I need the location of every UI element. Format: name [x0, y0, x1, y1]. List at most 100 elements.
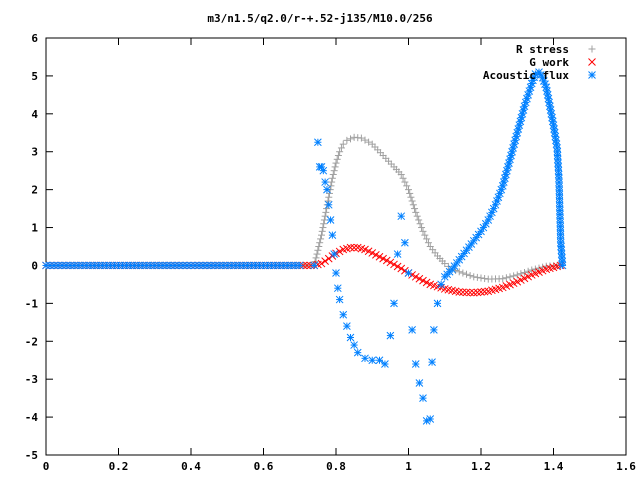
data-point: [319, 166, 328, 175]
data-point: [408, 326, 416, 334]
series-acoustic-flux: [42, 68, 567, 425]
data-point: [513, 271, 521, 279]
data-point: [372, 250, 380, 259]
data-point: [375, 252, 384, 261]
data-point: [330, 250, 339, 258]
data-point: [469, 288, 478, 297]
data-point: [365, 138, 373, 146]
y-tick-label: -1: [25, 297, 39, 310]
data-point: [315, 243, 323, 250]
y-tick-label: 2: [31, 184, 38, 197]
data-point: [332, 159, 340, 167]
y-tick-label: 3: [31, 146, 38, 159]
data-point: [463, 270, 470, 278]
data-point: [379, 254, 387, 263]
data-point: [324, 200, 333, 209]
data-point: [324, 254, 333, 263]
data-point: [343, 322, 351, 330]
x-tick-label: 1.4: [544, 460, 564, 473]
y-tick-label: -5: [25, 449, 38, 462]
data-point: [343, 136, 351, 144]
data-point: [313, 250, 321, 258]
data-point: [499, 275, 507, 283]
data-point: [480, 287, 489, 296]
y-tick-label: -3: [25, 373, 38, 386]
data-point: [397, 170, 405, 178]
data-point: [415, 216, 423, 224]
data-point: [409, 201, 417, 209]
data-point: [319, 224, 327, 232]
y-tick-label: 5: [31, 70, 38, 83]
y-tick-label: 1: [31, 222, 38, 235]
data-point: [415, 379, 424, 387]
data-point: [382, 256, 391, 265]
data-point: [399, 174, 407, 182]
series-g-work: [42, 243, 565, 297]
data-point: [411, 360, 420, 368]
data-point: [419, 276, 427, 285]
data-point: [393, 262, 402, 271]
data-point: [393, 250, 402, 258]
data-point: [317, 235, 325, 243]
data-point: [462, 288, 471, 297]
data-point: [473, 273, 481, 281]
data-point: [397, 264, 406, 273]
data-point: [324, 197, 332, 205]
data-point: [423, 235, 431, 243]
data-point: [322, 208, 330, 216]
data-point: [444, 262, 452, 270]
x-tick-label: 1.2: [471, 460, 491, 473]
data-point: [411, 205, 419, 213]
data-point: [521, 268, 528, 276]
data-point: [415, 274, 424, 283]
data-point: [470, 273, 478, 281]
data-point: [397, 212, 406, 221]
data-point: [466, 272, 474, 280]
data-point: [510, 272, 518, 280]
data-point: [455, 268, 463, 276]
data-point: [320, 220, 328, 228]
data-point: [318, 227, 326, 235]
data-point: [390, 260, 398, 269]
data-point: [326, 216, 335, 224]
data-point: [314, 138, 322, 147]
data-point: [404, 269, 413, 277]
data-point: [473, 288, 482, 297]
data-point: [477, 288, 485, 296]
data-point: [555, 202, 564, 211]
data-point: [418, 224, 426, 232]
data-point: [511, 136, 520, 145]
data-point: [546, 106, 555, 114]
data-point: [321, 257, 329, 265]
data-point: [332, 269, 340, 277]
data-point: [323, 205, 331, 213]
data-point: [419, 394, 427, 402]
data-point: [386, 331, 395, 340]
x-tick-label: 0.2: [109, 460, 129, 473]
y-tick-label: -2: [25, 335, 38, 348]
x-tick-label: 0.8: [326, 460, 346, 473]
data-point: [368, 249, 377, 257]
data-point: [412, 208, 420, 216]
data-point: [558, 261, 567, 270]
data-point: [539, 263, 547, 271]
data-point: [481, 219, 490, 228]
data-point: [506, 273, 514, 281]
y-tick-label: 4: [31, 108, 38, 121]
data-point: [477, 274, 485, 282]
x-tick-label: 1.6: [616, 460, 636, 473]
data-point: [426, 415, 435, 423]
data-point: [335, 295, 344, 304]
data-point: [403, 182, 411, 190]
y-tick-label: -4: [25, 411, 39, 424]
y-tick-label: 6: [31, 32, 38, 45]
data-point: [325, 193, 333, 201]
data-point: [528, 266, 536, 274]
data-point: [332, 249, 340, 258]
data-point: [413, 212, 421, 220]
data-point: [328, 231, 337, 239]
data-point: [381, 360, 389, 368]
data-point: [401, 178, 409, 186]
